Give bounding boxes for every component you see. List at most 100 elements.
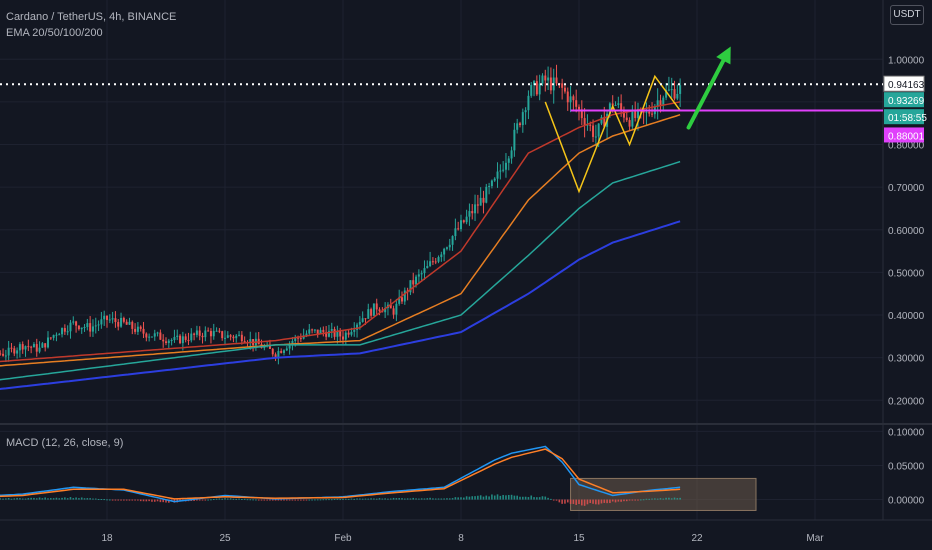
histogram-bar bbox=[592, 499, 594, 504]
candle-body bbox=[243, 341, 246, 343]
histogram-bar bbox=[609, 499, 611, 504]
candle-body bbox=[49, 337, 52, 339]
histogram-bar bbox=[586, 499, 589, 505]
histogram-bar bbox=[491, 494, 493, 500]
histogram-bar bbox=[342, 498, 344, 500]
histogram-bar bbox=[319, 499, 322, 501]
candle-body bbox=[117, 322, 120, 327]
histogram-bar bbox=[583, 499, 586, 506]
histogram-bar bbox=[128, 499, 131, 501]
histogram-bar bbox=[288, 499, 291, 501]
candle-body bbox=[100, 319, 103, 325]
histogram-bar bbox=[24, 498, 27, 500]
candle-body bbox=[415, 276, 418, 285]
histogram-bar bbox=[61, 497, 63, 500]
candle-body bbox=[86, 323, 89, 328]
histogram-bar bbox=[0, 498, 2, 500]
candle-body bbox=[592, 125, 595, 137]
candle-body bbox=[547, 77, 550, 81]
histogram-bar bbox=[493, 495, 496, 500]
candle-body bbox=[83, 327, 86, 329]
histogram-bar bbox=[52, 498, 55, 500]
histogram-bar bbox=[114, 499, 117, 501]
histogram-bar bbox=[676, 498, 679, 500]
histogram-bar bbox=[35, 498, 38, 500]
candle-body bbox=[97, 324, 100, 326]
ema-legend: EMA 20/50/100/200 bbox=[6, 27, 103, 39]
candle-body bbox=[2, 353, 5, 356]
histogram-bar bbox=[505, 495, 507, 500]
histogram-bar bbox=[83, 498, 86, 500]
histogram-bar bbox=[359, 498, 361, 500]
histogram-bar bbox=[572, 499, 575, 504]
histogram-bar bbox=[78, 498, 80, 500]
histogram-bar bbox=[533, 497, 535, 500]
histogram-bar bbox=[328, 499, 330, 501]
histogram-bar bbox=[648, 498, 651, 500]
candle-body bbox=[398, 297, 401, 304]
histogram-bar bbox=[252, 499, 254, 501]
histogram-bar bbox=[280, 499, 282, 501]
currency-button[interactable]: USDT bbox=[890, 5, 924, 25]
candle-body bbox=[589, 124, 592, 126]
candle-body bbox=[212, 331, 215, 337]
histogram-bar bbox=[589, 499, 592, 504]
candle-body bbox=[493, 178, 496, 181]
price-tick-label: 0.60000 bbox=[888, 226, 925, 237]
candle-body bbox=[153, 333, 156, 337]
histogram-bar bbox=[7, 498, 10, 500]
candle-body bbox=[516, 123, 519, 130]
histogram-bar bbox=[637, 499, 639, 501]
candle-body bbox=[47, 337, 49, 348]
candle-body bbox=[204, 330, 207, 338]
candle-body bbox=[476, 204, 479, 206]
candle-body bbox=[305, 333, 308, 336]
candle-body bbox=[614, 104, 617, 106]
candle-body bbox=[61, 328, 64, 335]
histogram-bar bbox=[423, 498, 426, 500]
histogram-bar bbox=[451, 498, 454, 500]
histogram-bar bbox=[519, 496, 521, 500]
time-tick-label: Mar bbox=[806, 533, 824, 544]
candle-body bbox=[297, 337, 300, 339]
histogram-bar bbox=[58, 498, 61, 500]
candle-body bbox=[603, 117, 606, 127]
histogram-bar bbox=[401, 498, 403, 500]
histogram-bar bbox=[555, 499, 558, 501]
histogram-bar bbox=[215, 498, 218, 500]
candle-body bbox=[198, 330, 201, 336]
candle-body bbox=[75, 321, 78, 326]
histogram-bar bbox=[246, 499, 249, 501]
candle-body bbox=[344, 332, 347, 340]
histogram-bar bbox=[47, 498, 49, 500]
histogram-bar bbox=[257, 499, 260, 501]
candle-body bbox=[187, 339, 190, 341]
histogram-bar bbox=[145, 499, 148, 502]
candle-body bbox=[41, 343, 44, 348]
candle-body bbox=[336, 331, 339, 337]
histogram-bar bbox=[600, 499, 603, 504]
histogram-bar bbox=[499, 495, 502, 500]
macd-series-signal bbox=[0, 448, 681, 500]
candle-body bbox=[384, 307, 387, 313]
current-price-tag-bg bbox=[884, 92, 924, 108]
candle-body bbox=[190, 333, 193, 341]
histogram-bar bbox=[373, 498, 375, 500]
price-tick-label: 1.00000 bbox=[888, 55, 925, 66]
candle-body bbox=[156, 332, 159, 334]
histogram-bar bbox=[159, 499, 162, 503]
histogram-bar bbox=[64, 497, 66, 500]
candle-body bbox=[440, 254, 443, 258]
histogram-bar bbox=[294, 499, 297, 501]
candle-body bbox=[651, 113, 654, 115]
histogram-bar bbox=[454, 497, 457, 500]
candle-body bbox=[429, 261, 432, 266]
candle-body bbox=[238, 334, 241, 336]
candle-body bbox=[209, 331, 212, 337]
candle-body bbox=[499, 170, 502, 172]
histogram-bar bbox=[350, 498, 353, 500]
candle-body bbox=[488, 186, 491, 188]
histogram-bar bbox=[460, 497, 462, 500]
candle-body bbox=[159, 332, 162, 340]
